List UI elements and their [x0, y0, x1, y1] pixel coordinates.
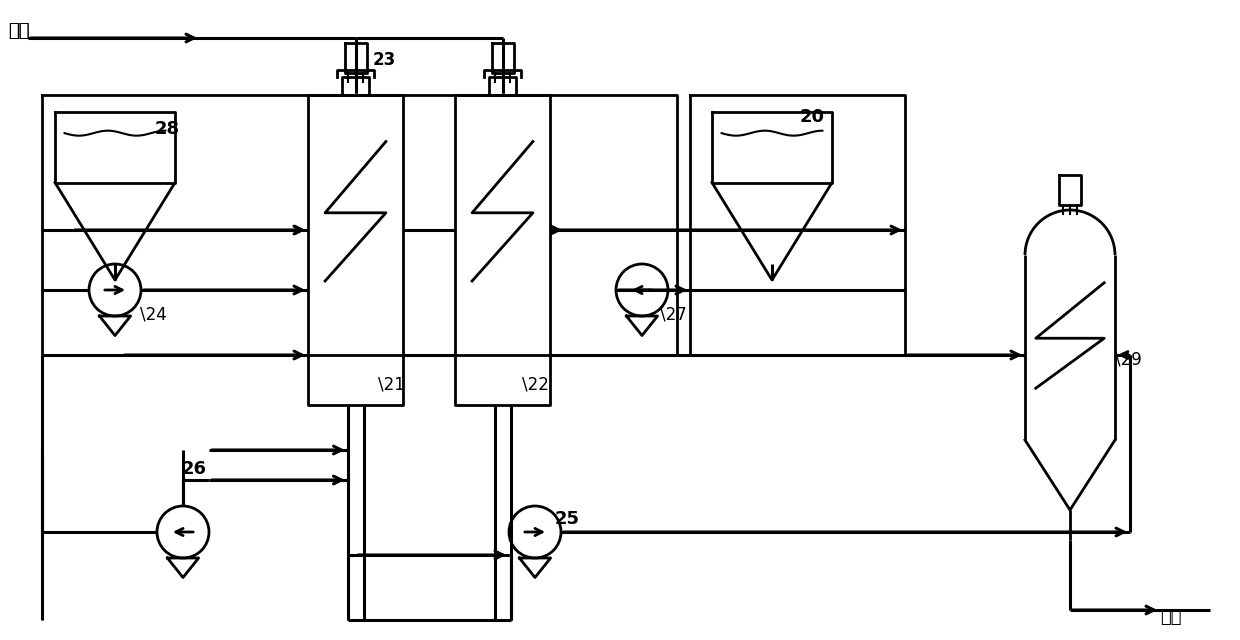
Text: \29: \29	[1115, 350, 1142, 368]
Text: 23: 23	[373, 51, 397, 69]
Text: \24: \24	[140, 305, 166, 323]
Text: \27: \27	[660, 305, 687, 323]
Text: \21: \21	[378, 375, 405, 393]
Text: 26: 26	[182, 460, 207, 478]
Text: \22: \22	[522, 375, 549, 393]
Text: 蒸液: 蒸液	[1159, 608, 1182, 626]
Text: 25: 25	[556, 510, 580, 528]
Text: 28: 28	[155, 120, 180, 138]
Text: 溶剂: 溶剂	[7, 22, 30, 40]
Text: 溶剂: 溶剂	[7, 22, 30, 40]
Text: 20: 20	[800, 108, 825, 126]
